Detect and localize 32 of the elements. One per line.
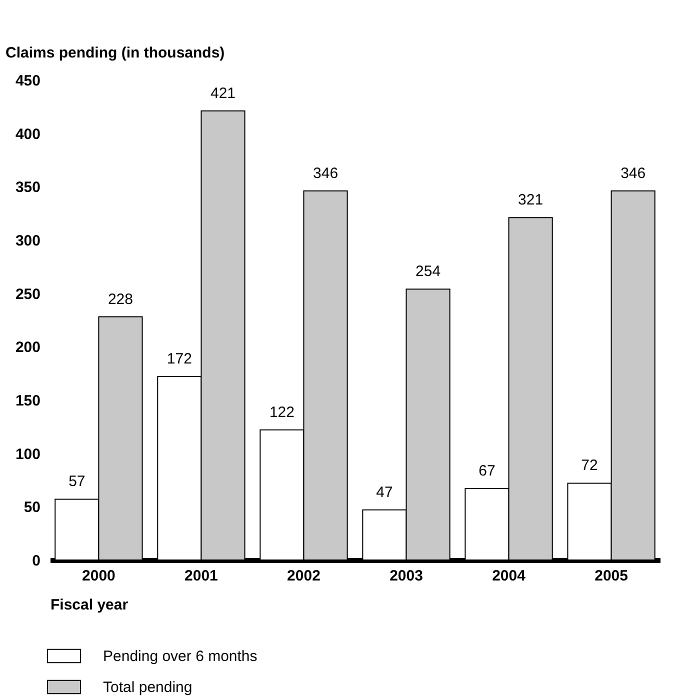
y-tick-label: 150 [15,392,40,410]
x-axis-title: Fiscal year [50,596,128,614]
y-axis-title: Claims pending (in thousands) [6,44,225,62]
x-tick-label: 2001 [184,568,218,584]
y-tick-label: 450 [15,72,40,90]
y-tick-label: 50 [24,499,40,516]
data-label: 72 [581,457,598,474]
y-tick-label: 350 [15,179,40,196]
x-tick-label: 2002 [287,568,320,584]
x-tick-label: 2004 [492,568,526,584]
y-tick-label: 0 [32,552,40,570]
data-label: 346 [620,164,646,182]
data-label: 122 [269,404,294,421]
data-label: 321 [518,192,544,209]
x-tick-label: 2005 [594,568,628,584]
data-label: 254 [416,263,441,280]
legend-label: Total pending [103,679,192,696]
x-tick-label: 2000 [82,568,116,584]
y-tick-label: 100 [15,446,40,463]
legend-label: Pending over 6 months [103,648,258,665]
data-label: 172 [166,350,192,368]
data-label: 228 [108,290,133,308]
data-label: 346 [313,164,338,182]
y-tick-label: 300 [15,232,40,250]
y-tick-label: 200 [15,339,40,356]
data-label: 47 [376,484,393,501]
data-label: 57 [68,473,86,490]
data-label: 67 [478,462,496,480]
data-label: 421 [210,84,236,102]
y-tick-label: 250 [15,286,40,303]
y-tick-label: 400 [15,126,40,143]
x-tick-label: 2003 [390,568,423,584]
